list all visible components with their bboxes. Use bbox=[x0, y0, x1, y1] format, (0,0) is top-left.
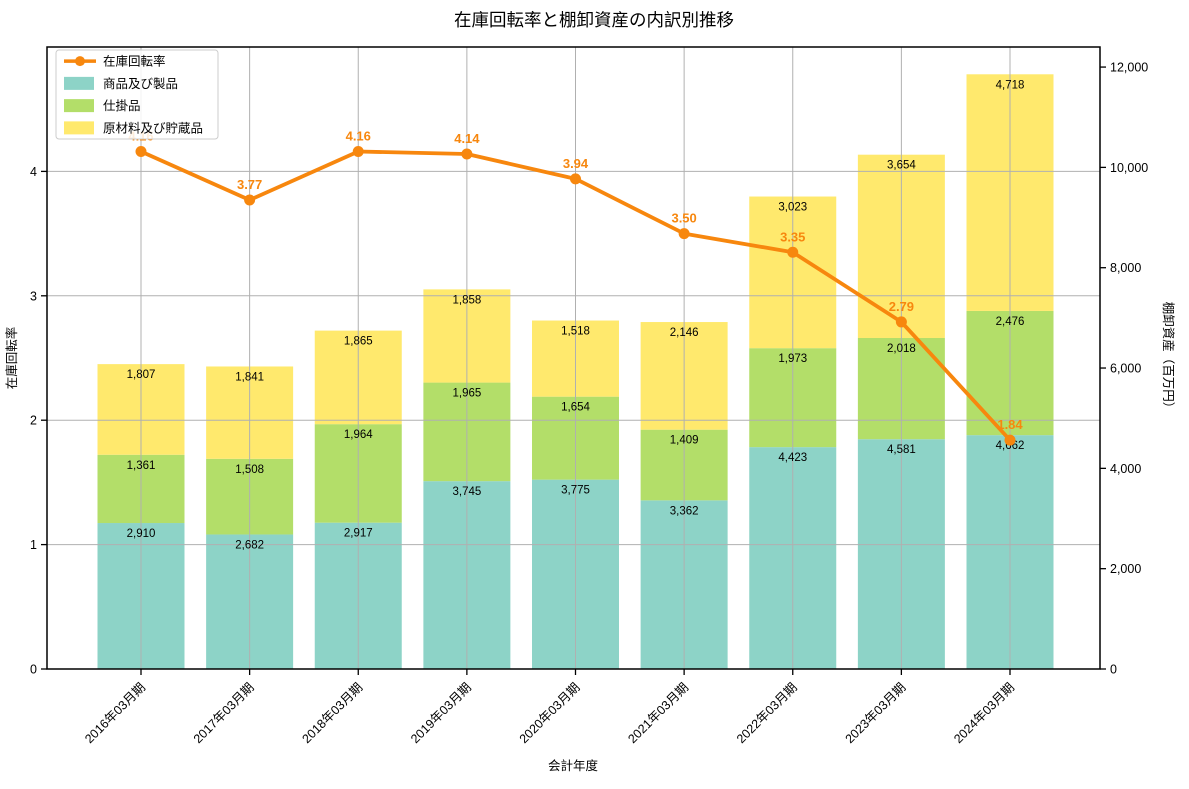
bar-value-label: 1,807 bbox=[127, 369, 156, 381]
left-y-axis-title: 在庫回転率 bbox=[4, 327, 19, 390]
line-value-label: 3.94 bbox=[563, 156, 589, 171]
x-tick-label: 2019年03月期 bbox=[408, 680, 474, 746]
bar-value-label: 1,654 bbox=[561, 402, 590, 414]
right-tick-label: 0 bbox=[1110, 663, 1117, 677]
legend-line-marker bbox=[75, 56, 85, 67]
right-tick-label: 4,000 bbox=[1110, 462, 1141, 476]
bar-value-label: 2,146 bbox=[670, 327, 699, 339]
line-marker bbox=[352, 145, 364, 157]
left-tick-label: 1 bbox=[30, 538, 37, 552]
legend-color-swatch bbox=[64, 121, 94, 135]
bar-value-label: 4,581 bbox=[887, 444, 916, 456]
chart-title: 在庫回転率と棚卸資産の内訳別推移 bbox=[454, 10, 734, 30]
line-marker bbox=[570, 173, 581, 185]
right-tick-label: 6,000 bbox=[1110, 362, 1141, 376]
bar-value-label: 2,682 bbox=[235, 539, 264, 551]
x-tick-label: 2024年03月期 bbox=[951, 680, 1017, 746]
bar-value-label: 3,362 bbox=[670, 505, 699, 517]
x-tick-label: 2016年03月期 bbox=[82, 680, 148, 746]
bar-value-label: 3,023 bbox=[778, 202, 807, 214]
bar-value-label: 3,775 bbox=[561, 485, 590, 497]
bar-value-label: 1,965 bbox=[452, 388, 481, 400]
bar-value-label: 4,718 bbox=[996, 79, 1025, 91]
bar-value-label: 1,858 bbox=[452, 294, 481, 306]
bar-value-label: 2,476 bbox=[996, 316, 1025, 328]
line-marker bbox=[787, 246, 799, 258]
bar-value-label: 2,917 bbox=[344, 528, 373, 540]
bar-value-label: 1,508 bbox=[235, 464, 264, 476]
bar-value-label: 1,409 bbox=[670, 435, 699, 447]
left-tick-label: 4 bbox=[30, 165, 37, 179]
bar-value-label: 1,865 bbox=[344, 336, 373, 348]
bar-value-label: 1,973 bbox=[778, 353, 807, 365]
legend-entry-label: 商品及び製品 bbox=[103, 76, 178, 91]
x-tick-label: 2020年03月期 bbox=[517, 680, 583, 746]
line-value-label: 3.77 bbox=[237, 177, 262, 192]
x-tick-label: 2023年03月期 bbox=[843, 680, 909, 746]
line-marker bbox=[461, 148, 473, 160]
line-marker bbox=[135, 145, 147, 157]
bar-value-label: 4,662 bbox=[996, 440, 1025, 452]
bar-value-labels-layer: 2,910 1,361 1,807 2,682 1,508 1,841 2,917 1,964… bbox=[127, 79, 1025, 551]
plot-border bbox=[46, 46, 1101, 670]
legend-entry-label: 原材料及び貯蔵品 bbox=[103, 121, 203, 135]
bar-value-label: 1,841 bbox=[235, 371, 264, 383]
bar-value-label: 4,423 bbox=[778, 452, 807, 464]
bar-value-label: 3,745 bbox=[452, 486, 481, 498]
line-value-label: 3.35 bbox=[780, 229, 805, 244]
line-marker bbox=[1004, 434, 1016, 446]
right-tick-label: 10,000 bbox=[1110, 161, 1148, 175]
line-marker bbox=[244, 194, 256, 206]
legend-entry-label: 仕掛品 bbox=[103, 98, 141, 113]
left-tick-label: 2 bbox=[30, 414, 37, 428]
bar-value-label: 1,964 bbox=[344, 429, 373, 441]
x-tick-label: 2017年03月期 bbox=[191, 680, 257, 746]
bar-value-label: 2,910 bbox=[127, 528, 156, 540]
line-value-label: 1.84 bbox=[997, 417, 1023, 432]
legend-color-swatch bbox=[64, 99, 94, 113]
bar-value-label: 2,018 bbox=[887, 343, 916, 355]
right-y-axis-title: 棚卸資産（百万円） bbox=[1161, 302, 1176, 415]
line-marker bbox=[895, 316, 907, 328]
line-value-label: 4.16 bbox=[346, 128, 371, 143]
bar-value-label: 3,654 bbox=[887, 160, 916, 172]
left-tick-label: 0 bbox=[30, 663, 37, 677]
right-tick-label: 2,000 bbox=[1110, 562, 1141, 576]
line-value-label: 2.79 bbox=[889, 299, 914, 314]
x-axis-title: 会計年度 bbox=[548, 758, 599, 773]
x-tick-label: 2021年03月期 bbox=[625, 680, 691, 746]
bar-value-label: 1,361 bbox=[127, 460, 156, 472]
legend-entry-label: 在庫回転率 bbox=[103, 54, 166, 69]
bar-value-label: 1,518 bbox=[561, 326, 590, 338]
line-value-label: 4.14 bbox=[454, 131, 480, 146]
legend-box bbox=[55, 49, 219, 140]
x-tick-label: 2022年03月期 bbox=[734, 680, 800, 746]
left-tick-label: 3 bbox=[30, 289, 37, 303]
x-tick-label: 2018年03月期 bbox=[299, 680, 365, 746]
right-tick-label: 8,000 bbox=[1110, 261, 1141, 275]
legend-color-swatch bbox=[64, 76, 94, 90]
right-tick-label: 12,000 bbox=[1110, 61, 1148, 75]
line-marker bbox=[678, 228, 690, 240]
line-value-label: 3.50 bbox=[671, 211, 696, 226]
